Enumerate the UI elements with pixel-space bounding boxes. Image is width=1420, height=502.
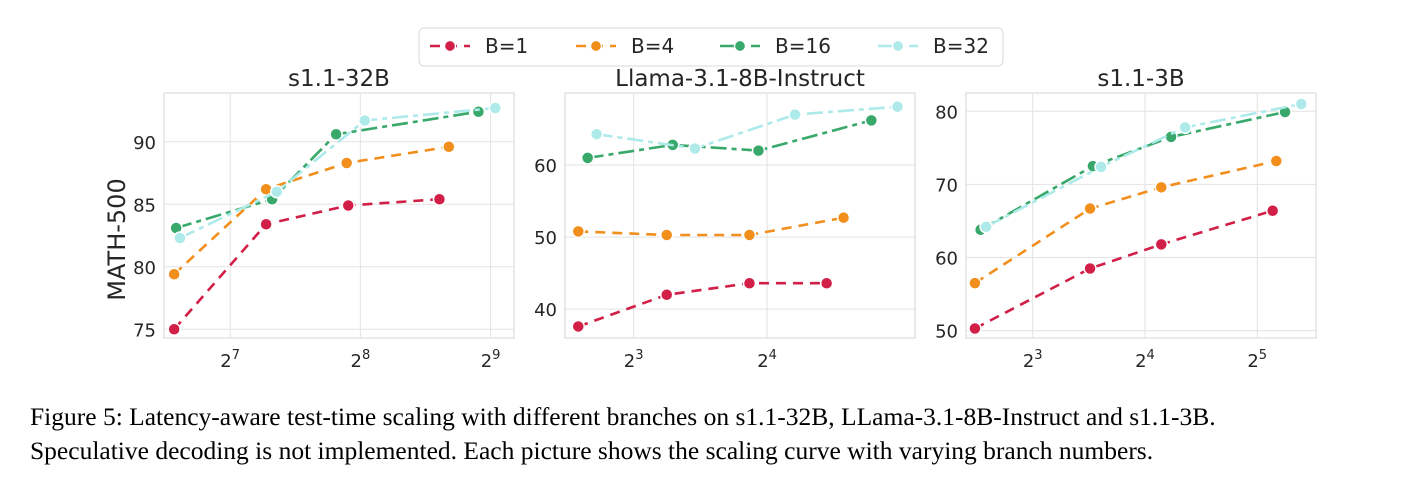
legend-frame <box>418 27 1004 67</box>
data-point-B=32 <box>1294 97 1309 111</box>
legend-marker-1 <box>589 39 603 53</box>
plot-frame <box>965 92 1317 339</box>
panel-3: 23 24 25 50 60 70 80 s1.1-3B <box>935 66 1317 372</box>
data-point-B=32 <box>173 231 187 245</box>
legend-marker-3 <box>891 39 905 53</box>
data-point-B=4 <box>1083 201 1097 216</box>
data-point-B=4 <box>968 276 982 290</box>
data-point-B=16 <box>864 113 879 128</box>
data-point-B=16 <box>580 151 595 165</box>
x-tick-label: 27 <box>220 348 240 372</box>
data-point-B=16 <box>751 143 766 158</box>
data-point-B=4 <box>836 210 851 225</box>
legend-label-3: B=32 <box>933 34 989 58</box>
data-point-B=32 <box>788 107 802 122</box>
data-point-B=1 <box>341 198 355 213</box>
y-tick-label: 60 <box>935 249 958 270</box>
legend-marker-2 <box>733 39 747 53</box>
series-line-B=4 <box>173 145 450 276</box>
data-point-B=4 <box>442 140 456 154</box>
y-tick-label: 90 <box>133 133 156 154</box>
data-point-B=1 <box>819 276 834 290</box>
data-point-B=32 <box>979 220 993 234</box>
data-point-B=4 <box>571 224 586 239</box>
y-tick-label: 60 <box>534 156 557 177</box>
series-line-B=32 <box>596 105 898 150</box>
data-point-B=1 <box>1154 237 1169 252</box>
x-tick-label: 28 <box>351 348 371 372</box>
panel-2: 23 24 40 50 60 Llama-3.1-8B-Instruct <box>534 66 916 372</box>
y-tick-label: 50 <box>534 228 557 249</box>
data-point-B=4 <box>167 267 181 281</box>
plot-frame <box>564 92 916 339</box>
figure: B=1 B=4 B=16 B=32 27 28 29 75 80 85 90 s1.1-32B MAT… <box>103 27 1317 372</box>
x-tick-label: 24 <box>1135 348 1155 372</box>
data-point-B=4 <box>1269 154 1284 168</box>
data-point-B=1 <box>167 322 181 336</box>
series-line-B=32 <box>985 102 1302 228</box>
data-point-B=32 <box>488 101 503 115</box>
data-point-B=1 <box>259 217 273 231</box>
legend: B=1 B=4 B=16 B=32 <box>418 27 1004 67</box>
series-line-B=16 <box>587 119 872 160</box>
data-point-B=16 <box>471 105 486 119</box>
data-point-B=32 <box>688 141 702 156</box>
x-tick-label: 29 <box>481 348 501 372</box>
x-tick-label: 25 <box>1247 348 1267 372</box>
y-tick-label: 50 <box>935 322 958 343</box>
x-tick-label: 23 <box>1023 348 1043 372</box>
data-point-B=1 <box>742 276 757 290</box>
y-tick-label: 80 <box>133 258 156 279</box>
x-tick-label: 23 <box>624 348 644 372</box>
series-line-B=1 <box>974 209 1274 330</box>
panel-title: s1.1-32B <box>288 66 390 92</box>
panel-title: s1.1-3B <box>1097 66 1184 92</box>
x-tick-label: 24 <box>757 348 777 372</box>
y-tick-label: 75 <box>133 320 156 341</box>
y-tick-label: 80 <box>935 102 958 123</box>
series-line-B=4 <box>974 159 1277 285</box>
data-point-B=1 <box>1265 203 1280 218</box>
data-point-B=1 <box>659 288 674 302</box>
y-tick-label: 70 <box>935 175 958 196</box>
data-point-B=4 <box>659 228 674 242</box>
data-point-B=1 <box>968 321 982 336</box>
legend-label-0: B=1 <box>485 34 528 58</box>
plots-area: 27 28 29 75 80 85 90 s1.1-32B MATH-500 23 24 40 50 60… <box>103 66 1317 372</box>
data-point-B=4 <box>742 228 757 242</box>
data-point-B=4 <box>1154 180 1169 195</box>
panel-1: 27 28 29 75 80 85 90 s1.1-32B MATH-500 <box>103 66 515 372</box>
data-point-B=32 <box>269 185 284 199</box>
data-point-B=1 <box>1083 261 1097 276</box>
series-line-B=1 <box>173 197 440 331</box>
data-point-B=32 <box>589 127 604 141</box>
data-point-B=1 <box>432 192 447 206</box>
y-axis-label: MATH-500 <box>103 178 131 300</box>
data-point-B=32 <box>1094 160 1108 174</box>
caption-line-2: Speculative decoding is not implemented.… <box>30 436 1154 465</box>
data-point-B=32 <box>357 113 372 128</box>
figure-caption: Figure 5: Latency-aware test-time scalin… <box>30 400 1400 468</box>
series-line-B=32 <box>179 106 496 240</box>
data-point-B=32 <box>1178 120 1192 135</box>
legend-label-2: B=16 <box>775 34 831 58</box>
caption-line-1: Figure 5: Latency-aware test-time scalin… <box>30 402 1216 431</box>
y-tick-label: 40 <box>534 300 557 321</box>
y-tick-label: 85 <box>133 195 156 216</box>
legend-marker-0 <box>443 39 457 53</box>
legend-label-1: B=4 <box>631 34 674 58</box>
panel-title: Llama-3.1-8B-Instruct <box>615 66 865 92</box>
data-point-B=1 <box>571 319 586 334</box>
series-line-B=16 <box>175 110 479 230</box>
data-point-B=16 <box>329 127 343 141</box>
data-point-B=4 <box>339 156 354 170</box>
data-point-B=32 <box>890 99 905 114</box>
